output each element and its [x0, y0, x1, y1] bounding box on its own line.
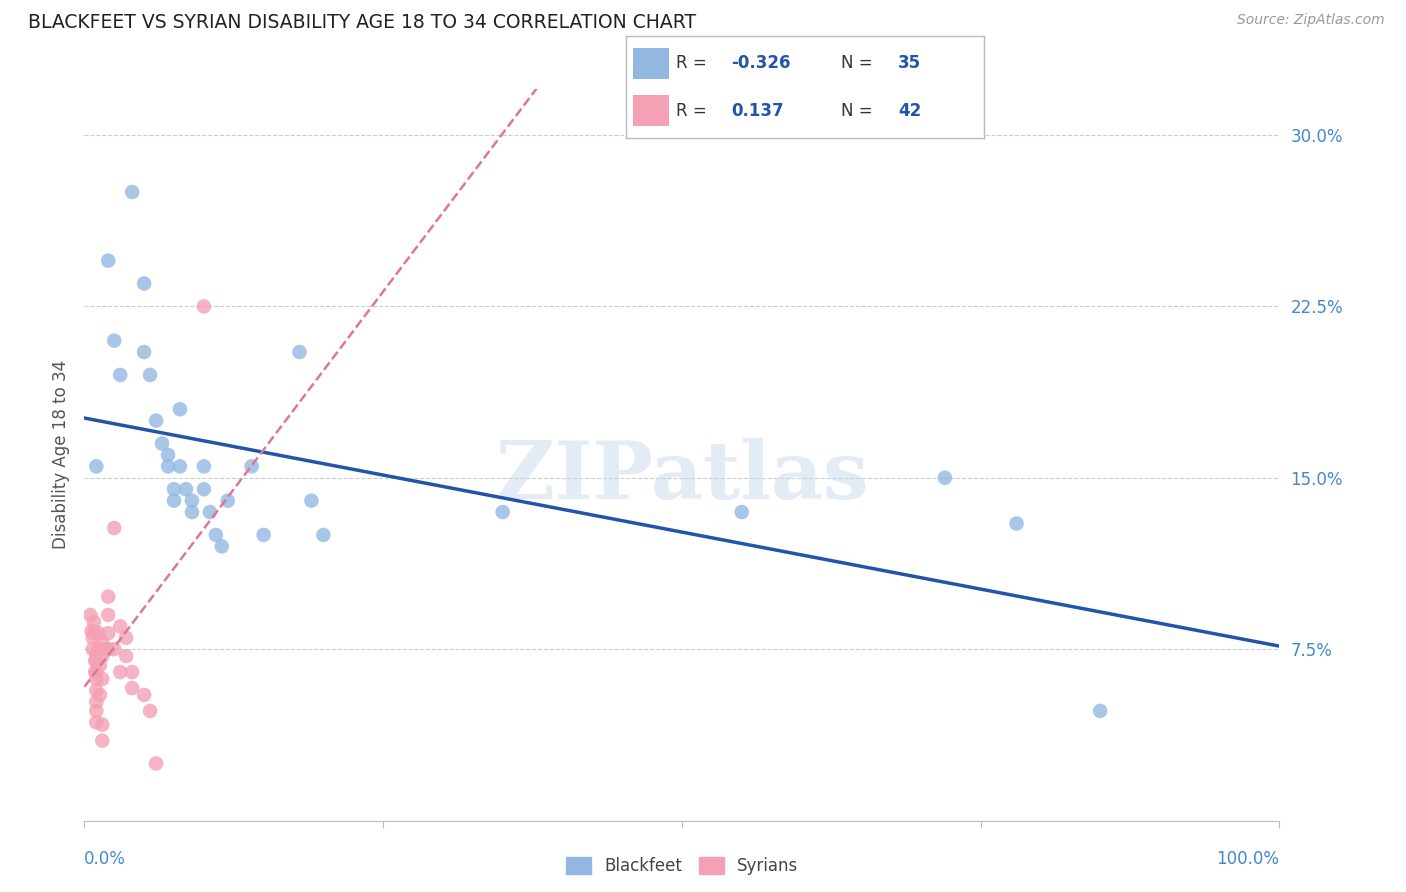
Text: Source: ZipAtlas.com: Source: ZipAtlas.com [1237, 13, 1385, 28]
Point [84, 715, 107, 730]
Point [103, 521, 125, 535]
Point [80, 624, 103, 638]
Point [84, 654, 107, 668]
Point [132, 277, 156, 291]
Point [97, 642, 120, 657]
Point [115, 649, 138, 664]
Point [193, 299, 215, 313]
Point [1005, 516, 1028, 531]
Point [169, 459, 191, 474]
Point [132, 345, 156, 359]
Point [84, 683, 107, 698]
Point [97, 626, 120, 640]
Bar [633, 95, 669, 126]
Point [97, 607, 120, 622]
Point [1088, 704, 1111, 718]
Point [169, 402, 191, 417]
Point [83, 626, 105, 640]
Point [301, 493, 323, 508]
Point [84, 672, 107, 686]
Point [193, 482, 215, 496]
Point [217, 493, 239, 508]
Point [145, 414, 167, 428]
Point [253, 528, 276, 542]
Point [97, 253, 120, 268]
Point [240, 459, 263, 474]
Point [82, 631, 104, 645]
Point [83, 615, 105, 629]
Point [84, 704, 107, 718]
Point [198, 505, 221, 519]
Point [94, 642, 117, 657]
Text: N =: N = [841, 102, 877, 120]
Point [139, 368, 162, 382]
Text: N =: N = [841, 54, 877, 72]
Point [110, 368, 132, 382]
Point [121, 681, 143, 695]
Text: R =: R = [676, 102, 711, 120]
Point [157, 448, 180, 462]
Point [91, 649, 114, 664]
Point [87, 626, 110, 640]
Point [103, 334, 125, 348]
Point [145, 756, 167, 771]
Text: 42: 42 [898, 102, 921, 120]
Point [84, 647, 107, 661]
Point [103, 642, 125, 657]
Point [91, 672, 114, 686]
Point [163, 482, 186, 496]
Point [150, 436, 173, 450]
Text: 0.0%: 0.0% [84, 850, 127, 868]
Point [97, 590, 120, 604]
Point [934, 471, 956, 485]
Point [84, 665, 107, 679]
Point [84, 654, 107, 668]
Point [163, 493, 186, 508]
Point [139, 704, 162, 718]
Point [89, 658, 111, 673]
Text: 100.0%: 100.0% [1216, 850, 1279, 868]
Legend: Blackfeet, Syrians: Blackfeet, Syrians [560, 850, 804, 882]
Point [205, 528, 228, 542]
Point [91, 733, 114, 747]
Point [132, 688, 156, 702]
Point [312, 528, 335, 542]
Text: 35: 35 [898, 54, 921, 72]
Point [84, 665, 107, 679]
Point [84, 695, 107, 709]
Point [193, 459, 215, 474]
Point [91, 635, 114, 649]
Point [84, 459, 107, 474]
Y-axis label: Disability Age 18 to 34: Disability Age 18 to 34 [52, 360, 70, 549]
Point [82, 642, 104, 657]
Point [157, 459, 180, 474]
Text: BLACKFEET VS SYRIAN DISABILITY AGE 18 TO 34 CORRELATION CHART: BLACKFEET VS SYRIAN DISABILITY AGE 18 TO… [28, 13, 696, 32]
Point [115, 631, 138, 645]
Point [180, 505, 202, 519]
Text: 0.137: 0.137 [731, 102, 785, 120]
Point [174, 482, 197, 496]
Point [87, 642, 110, 657]
Point [492, 505, 515, 519]
Point [731, 505, 754, 519]
Point [110, 665, 132, 679]
Point [121, 185, 143, 199]
Bar [633, 48, 669, 78]
Text: R =: R = [676, 54, 711, 72]
Text: ZIPatlas: ZIPatlas [496, 438, 868, 516]
Point [288, 345, 311, 359]
Point [121, 665, 143, 679]
Point [89, 688, 111, 702]
Point [79, 607, 101, 622]
Point [211, 539, 233, 553]
Point [180, 493, 202, 508]
Text: -0.326: -0.326 [731, 54, 792, 72]
Point [110, 619, 132, 633]
Point [91, 717, 114, 731]
